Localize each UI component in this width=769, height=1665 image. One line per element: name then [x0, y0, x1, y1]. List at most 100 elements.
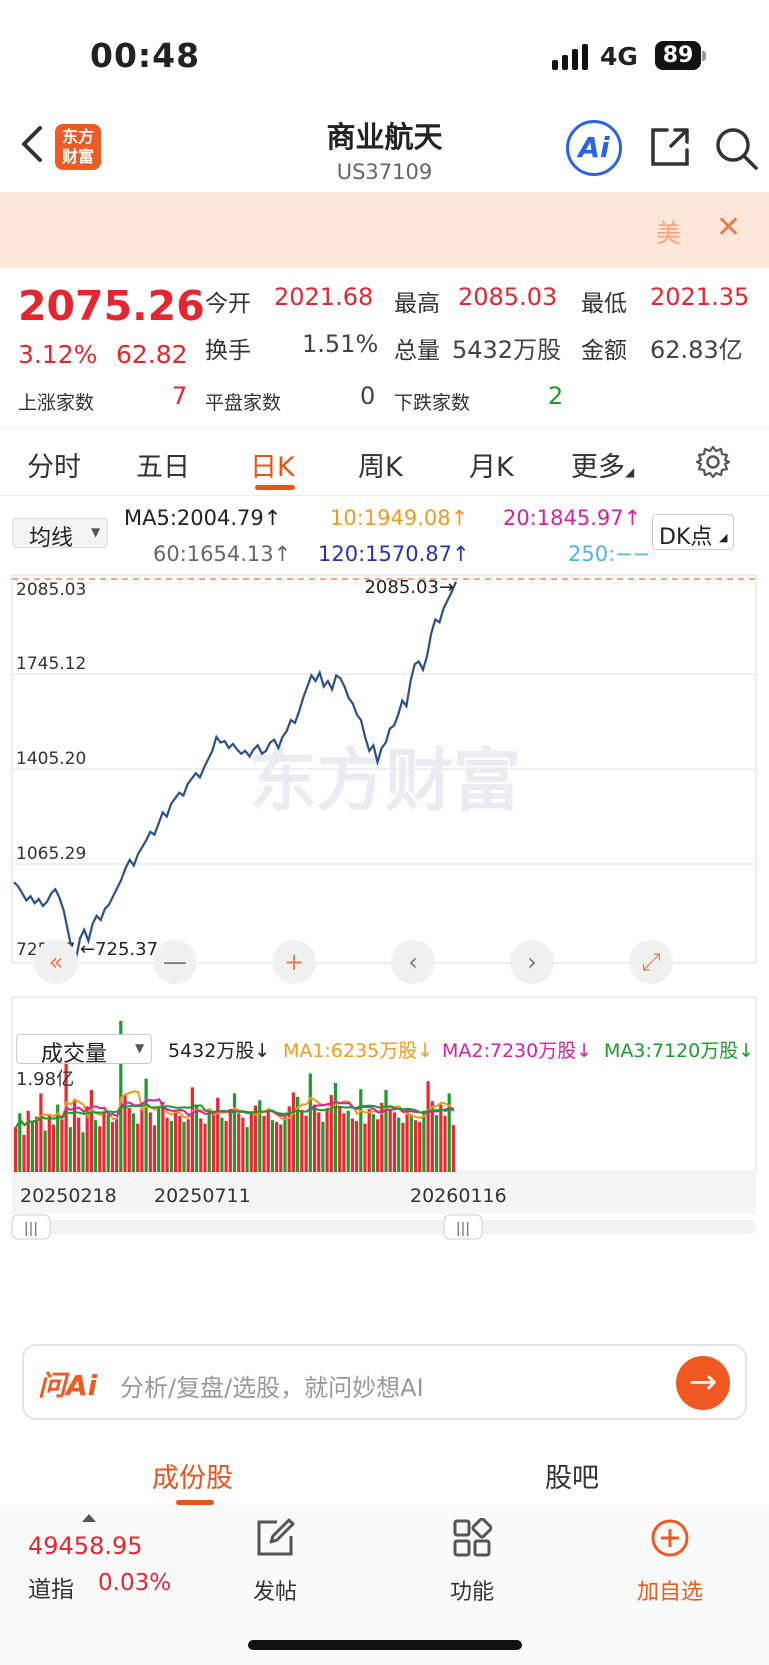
tab-daily-k[interactable]: 日K	[250, 452, 295, 483]
ai-button[interactable]: Ai	[566, 120, 622, 176]
volume-bar	[110, 1121, 114, 1172]
signal-icon	[552, 44, 588, 70]
quote-panel: 2075.26 3.12% 62.82 今开 2021.68 最高 2085.0…	[0, 268, 769, 428]
down-count: 2	[548, 382, 564, 410]
expand-up-icon[interactable]	[82, 1514, 96, 1522]
tab-intraday[interactable]: 分时	[27, 452, 81, 483]
volume-bar	[409, 1115, 413, 1172]
volume-bar	[136, 1123, 140, 1172]
volume-ma2: MA2:7230万股↓	[442, 1040, 593, 1062]
ai-ask-bar[interactable]: 问Ai 分析/复盘/选股，就问妙想AI →	[22, 1344, 747, 1420]
header: 东方 财富 商业航天 US37109 Ai	[0, 110, 769, 192]
volume-bar	[195, 1104, 199, 1172]
date-axis-band	[12, 1172, 756, 1214]
volume-bar	[148, 1112, 152, 1172]
turnover-value: 1.51%	[302, 330, 379, 358]
volume-bar	[174, 1109, 178, 1172]
volume-bar	[439, 1104, 443, 1172]
kline-chart-area[interactable]: 东方财富 2085.031745.121405.201065.29725.37 …	[0, 574, 769, 1334]
date-label: 20250218	[20, 1185, 117, 1207]
volume-bar	[355, 1121, 359, 1172]
tab-constituents[interactable]: 成份股	[152, 1463, 233, 1494]
search-icon[interactable]	[712, 124, 760, 172]
tab-weekly-k[interactable]: 周K	[358, 452, 403, 483]
ma120-value: 120:1570.87↑	[318, 542, 470, 566]
range-slider-track[interactable]	[12, 1220, 756, 1234]
ma20-value: 20:1845.97↑	[503, 506, 642, 530]
zoom-in-button[interactable]: +	[272, 940, 316, 984]
y-tick-label: 1065.29	[16, 844, 86, 864]
indicator-select[interactable]: 均线 ▼	[12, 518, 108, 551]
close-icon[interactable]: ✕	[716, 210, 742, 245]
volume-bar	[14, 1127, 18, 1172]
arrow-right-icon[interactable]: →	[676, 1356, 730, 1410]
change-percent: 3.12%	[18, 340, 98, 369]
tab-five-day[interactable]: 五日	[136, 452, 190, 483]
volume-ma3: MA3:7120万股↓	[604, 1040, 755, 1062]
volume-value: 5432万股	[452, 336, 562, 364]
dk-point-button[interactable]: DK点 ◢	[652, 514, 734, 550]
settings-icon[interactable]	[696, 445, 730, 479]
chevron-down-icon: ▼	[135, 1041, 145, 1055]
banner-text: 美	[656, 219, 682, 248]
amount-label: 金额	[581, 338, 627, 364]
notice-banner[interactable]: 美 ✕	[0, 192, 769, 268]
grip-icon: |||	[456, 1221, 470, 1237]
volume-bar	[253, 1105, 258, 1172]
flat-count-label: 平盘家数	[205, 392, 282, 414]
volume-bar	[342, 1113, 346, 1172]
flat-count: 0	[360, 382, 376, 410]
tab-more[interactable]: 更多◢	[571, 452, 635, 483]
zoom-out-button[interactable]: —	[153, 940, 197, 984]
chart-nav-controls: « — + ‹ › ⤢	[0, 940, 769, 990]
tab-forum[interactable]: 股吧	[545, 1463, 599, 1494]
volume-bar	[144, 1078, 148, 1172]
volume-bar	[262, 1115, 266, 1172]
back-icon[interactable]	[18, 124, 46, 164]
range-slider-right-handle[interactable]	[443, 1214, 483, 1240]
max-price-label: 2085.03→	[364, 577, 454, 598]
volume-bar	[68, 1127, 72, 1172]
volume-legend: 成交量 ▼ 5432万股↓ MA1:6235万股↓ MA2:7230万股↓ MA…	[0, 1032, 769, 1068]
volume-max-label: 1.98亿	[16, 1069, 74, 1090]
volume-bar	[85, 1106, 89, 1172]
volume-bar	[47, 1114, 51, 1172]
scroll-left-button[interactable]: ‹	[391, 940, 435, 984]
volume-select-value: 成交量	[41, 1042, 108, 1067]
volume-bar	[447, 1093, 451, 1172]
low-label: 最低	[581, 291, 627, 317]
volume-bar	[296, 1096, 300, 1172]
function-label: 功能	[449, 1580, 494, 1605]
volume-bar	[98, 1126, 102, 1172]
fullscreen-button[interactable]: ⤢	[629, 940, 673, 984]
volume-bar	[266, 1110, 270, 1172]
volume-bar	[392, 1112, 397, 1172]
volume-bar	[376, 1119, 380, 1172]
tab-monthly-k[interactable]: 月K	[469, 452, 514, 483]
range-slider-left-handle[interactable]	[11, 1214, 51, 1240]
ai-input-placeholder[interactable]: 分析/复盘/选股，就问妙想AI	[120, 1374, 424, 1402]
volume-bar	[443, 1115, 447, 1172]
ma-legend: 均线 ▼ MA5:2004.79↑ 10:1949.08↑ 20:1845.97…	[0, 496, 769, 574]
page-title: 商业航天	[326, 120, 443, 154]
volume-bar	[422, 1110, 426, 1172]
scroll-right-button[interactable]: ›	[510, 940, 554, 984]
share-icon[interactable]	[647, 124, 693, 170]
volume-bar	[119, 1020, 123, 1172]
volume-bar	[363, 1123, 367, 1172]
add-watchlist-label: 加自选	[636, 1580, 703, 1605]
volume-bar	[321, 1121, 325, 1172]
volume-bar	[401, 1122, 405, 1172]
date-label: 20250711	[154, 1185, 251, 1207]
ma5-value: MA5:2004.79↑	[124, 506, 282, 530]
network-type: 4G	[600, 42, 638, 71]
index-value[interactable]: 49458.95	[28, 1532, 143, 1560]
sub-tabs: 成份股 股吧	[0, 1420, 769, 1505]
volume-select[interactable]: 成交量 ▼	[16, 1034, 152, 1067]
kline-chart[interactable]: 东方财富 2085.031745.121405.201065.29725.37 …	[0, 574, 769, 1334]
jump-start-button[interactable]: «	[34, 940, 78, 984]
volume-bar	[140, 1109, 144, 1172]
volume-bar	[329, 1095, 333, 1172]
amount-value: 62.83亿	[650, 336, 743, 364]
volume-bar	[371, 1114, 375, 1172]
